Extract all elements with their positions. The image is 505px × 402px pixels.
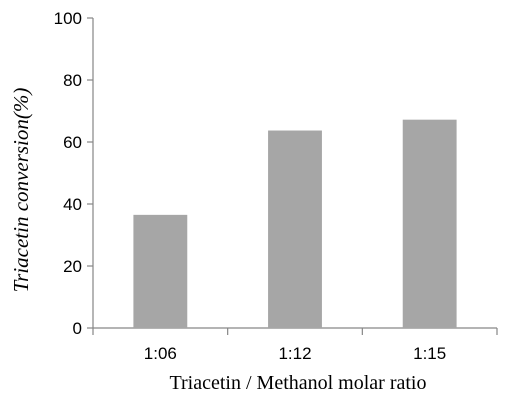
y-axis-title: Triacetin conversion(%): [9, 88, 33, 293]
bar: [268, 130, 322, 328]
bars: [133, 119, 457, 329]
y-tick-label: 20: [63, 257, 82, 276]
y-tick-label: 80: [63, 71, 82, 90]
x-axis-title: Triacetin / Methanol molar ratio: [170, 372, 427, 394]
x-tick-label: 1:06: [144, 344, 177, 363]
y-tick-label: 0: [73, 319, 82, 338]
y-tick-label: 60: [63, 133, 82, 152]
bar: [402, 119, 457, 329]
x-tick-label: 1:15: [413, 344, 446, 363]
y-tick-label: 100: [54, 9, 82, 28]
y-axis: 0 20 40 60 80 100: [54, 9, 94, 338]
y-tick-label: 40: [63, 195, 82, 214]
x-tick-label: 1:12: [278, 344, 311, 363]
x-axis: 1:06 1:12 1:15: [92, 327, 498, 363]
bar: [133, 214, 188, 328]
